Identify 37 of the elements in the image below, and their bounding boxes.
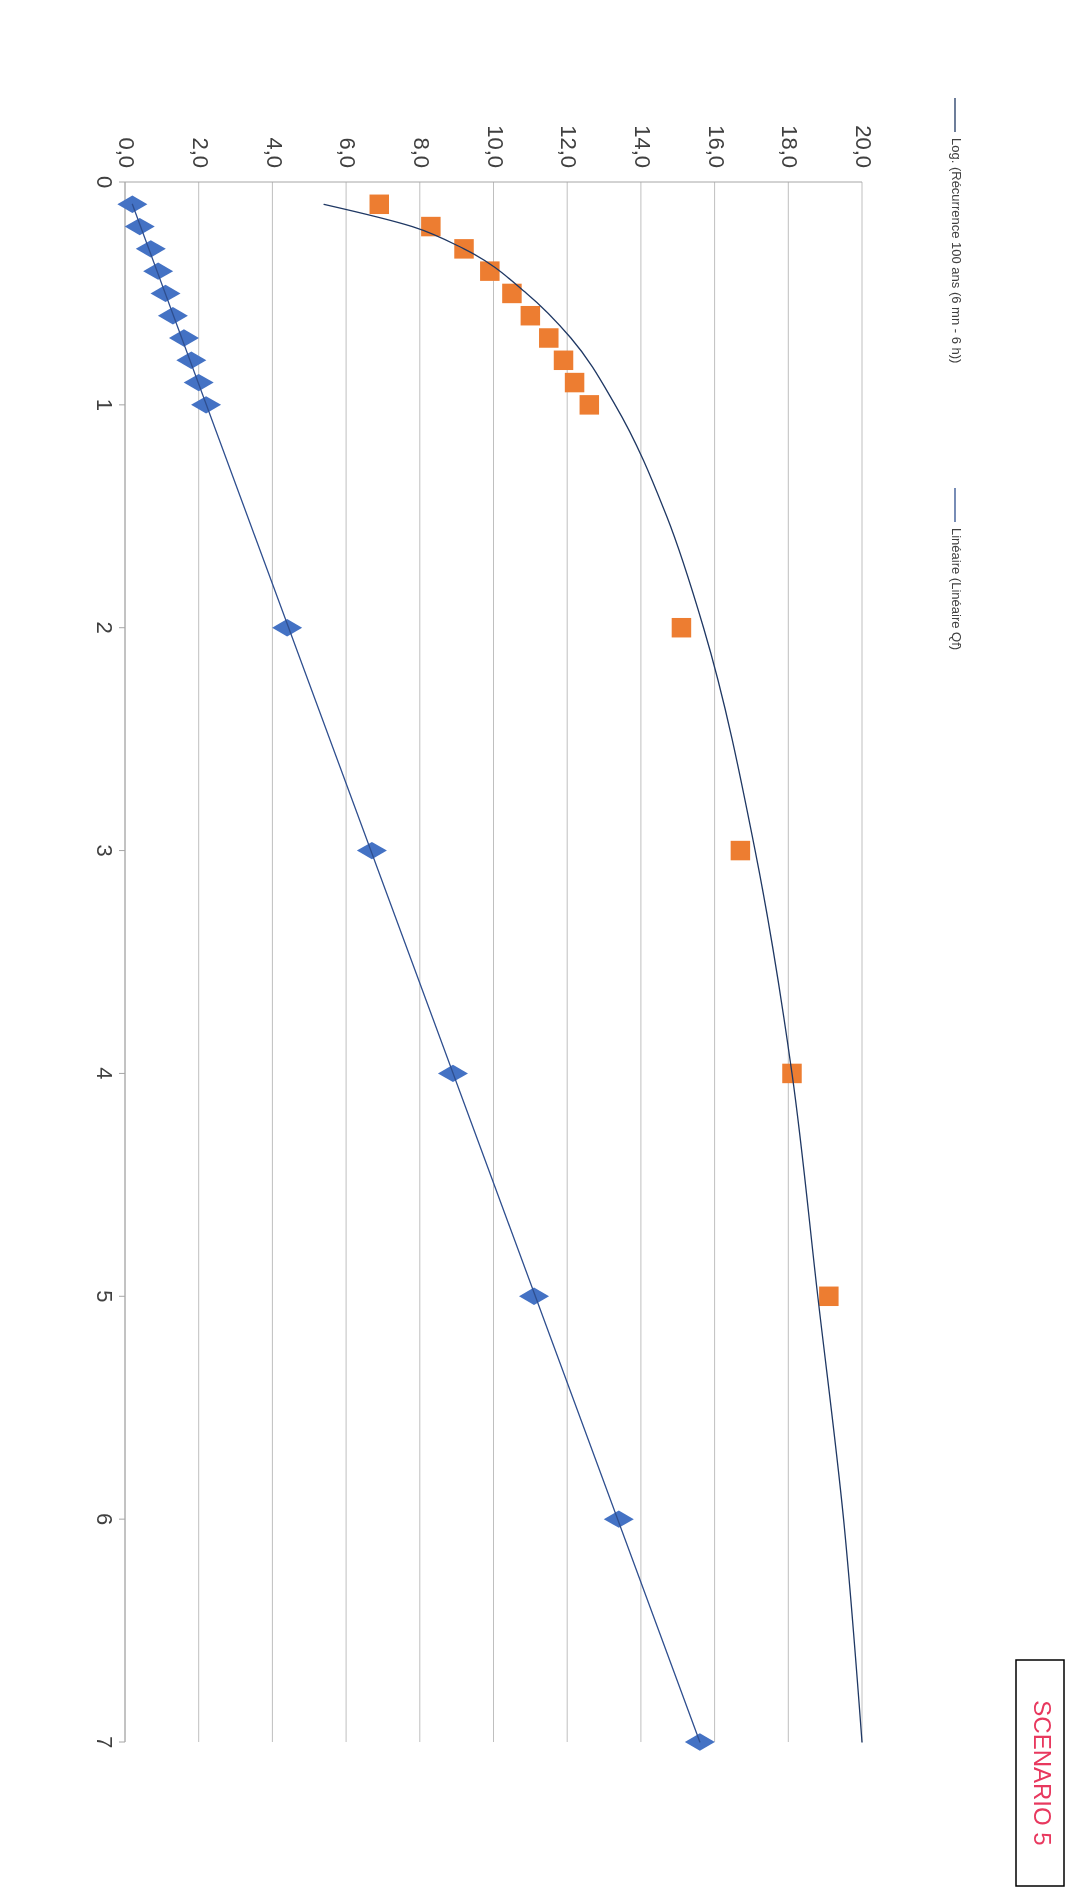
x-tick-label: 18,0	[777, 125, 803, 168]
x-tick-label: 20,0	[851, 125, 877, 168]
line-series	[323, 203, 863, 1743]
y-tick-label: 5	[92, 1290, 118, 1303]
y-tick-label: 3	[92, 844, 118, 857]
point	[369, 194, 390, 215]
x-tick-label: 6,0	[335, 137, 361, 168]
y-tick-label: 4	[92, 1067, 118, 1080]
point	[480, 261, 500, 281]
point	[520, 305, 541, 326]
x-tick-label: 8,0	[408, 137, 434, 168]
x-tick-label: 0,0	[114, 137, 140, 168]
point	[730, 840, 751, 861]
y-tick-label: 7	[92, 1735, 118, 1749]
point	[671, 617, 692, 638]
point	[553, 350, 574, 371]
point	[564, 372, 585, 393]
point	[782, 1063, 802, 1084]
x-tick-label: 2,0	[187, 137, 213, 168]
y-tick-label: 0	[92, 175, 118, 189]
point	[421, 216, 441, 237]
point	[539, 328, 559, 348]
y-tick-label: 2	[92, 621, 118, 634]
y-tick-label: 1	[92, 398, 118, 411]
x-tick-label: 10,0	[482, 125, 508, 168]
x-tick-label: 12,0	[556, 125, 582, 168]
x-tick-label: 14,0	[630, 125, 656, 168]
y-tick-label: 6	[92, 1513, 118, 1526]
text: Linéaire (Linéaire Qf)	[948, 528, 964, 651]
point	[819, 1286, 839, 1307]
text: Log. (Récurrence 100 ans (6 mn - 6 h))	[948, 138, 964, 364]
x-tick-label: 4,0	[261, 137, 287, 168]
text: SCENARIO 5	[1028, 1700, 1056, 1846]
point	[454, 239, 474, 259]
x-tick-label: 16,0	[703, 125, 729, 168]
point	[579, 395, 600, 415]
point	[502, 283, 522, 304]
